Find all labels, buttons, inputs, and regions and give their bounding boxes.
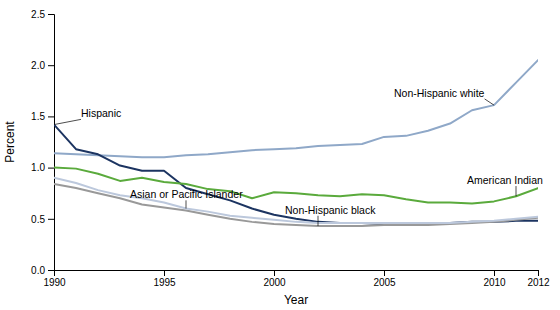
y-tick-label: 0.0 [31,265,45,276]
x-tick-label: 2010 [483,277,506,288]
y-axis: 0.0 0.5 1.0 1.5 2.0 2.5 [31,9,54,276]
x-tick: 2005 [373,270,396,288]
y-tick: 2.5 [31,9,54,20]
y-tick-label: 2.5 [31,9,45,20]
y-tick-mark [48,270,54,271]
series-line [54,178,538,223]
y-tick-mark [48,168,54,169]
y-tick-label: 0.5 [31,214,45,225]
y-tick: 0.0 [31,265,54,276]
y-tick-label: 1.0 [31,162,45,173]
x-tick-label: 2012 [527,277,550,288]
label-leader [516,186,517,196]
y-tick-mark [48,219,54,220]
y-axis-title: Percent [3,121,17,163]
x-axis: 1990 1995 2000 2005 2010 2012 [43,270,550,288]
y-tick: 0.5 [31,214,54,225]
series-label: Asian or Pacific Islander [130,188,243,200]
y-tick-mark [48,65,54,66]
x-axis-line [55,271,539,277]
x-axis-title: Year [284,293,308,307]
x-tick-mark [538,270,539,276]
series-line [54,184,538,226]
series-line [54,125,538,224]
y-axis-line [48,15,55,271]
y-tick: 2.0 [31,60,54,71]
x-tick-label: 1990 [43,277,66,288]
series-label: Non-Hispanic black [285,204,376,216]
x-tick: 1995 [153,270,176,288]
x-tick-mark [384,270,385,276]
chart: 1990 1995 2000 2005 2010 2012 0.0 0.5 1.0 1.5 2.0 2… [0,0,560,310]
label-leader [485,99,494,105]
x-tick-label: 1995 [153,277,176,288]
x-tick: 2000 [263,270,286,288]
x-tick: 2010 [483,270,506,288]
x-tick: 2012 [527,270,550,288]
x-tick-label: 2005 [373,277,396,288]
x-tick: 1990 [43,270,66,288]
label-leader [318,216,319,226]
series-labels: Non-Hispanic white Hispanic American India… [54,87,543,226]
x-tick-label: 2000 [263,277,286,288]
series-lines [54,60,538,226]
x-tick-mark [494,270,495,276]
y-tick-label: 1.5 [31,111,45,122]
y-tick: 1.0 [31,162,54,173]
y-tick-label: 2.0 [31,60,45,71]
x-tick-mark [274,270,275,276]
y-tick-mark [48,14,54,15]
series-line [54,60,538,157]
series-label: Non-Hispanic white [394,87,485,99]
label-leader [54,119,81,124]
series-line [54,168,538,204]
y-tick-mark [48,116,54,117]
y-tick: 1.5 [31,111,54,122]
label-leader [186,200,187,208]
series-label: Hispanic [81,107,121,119]
plot-area: 1990 1995 2000 2005 2010 2012 0.0 0.5 1.0 1.5 2.0 2… [3,9,550,307]
series-label: American Indian [467,174,543,186]
x-tick-mark [164,270,165,276]
